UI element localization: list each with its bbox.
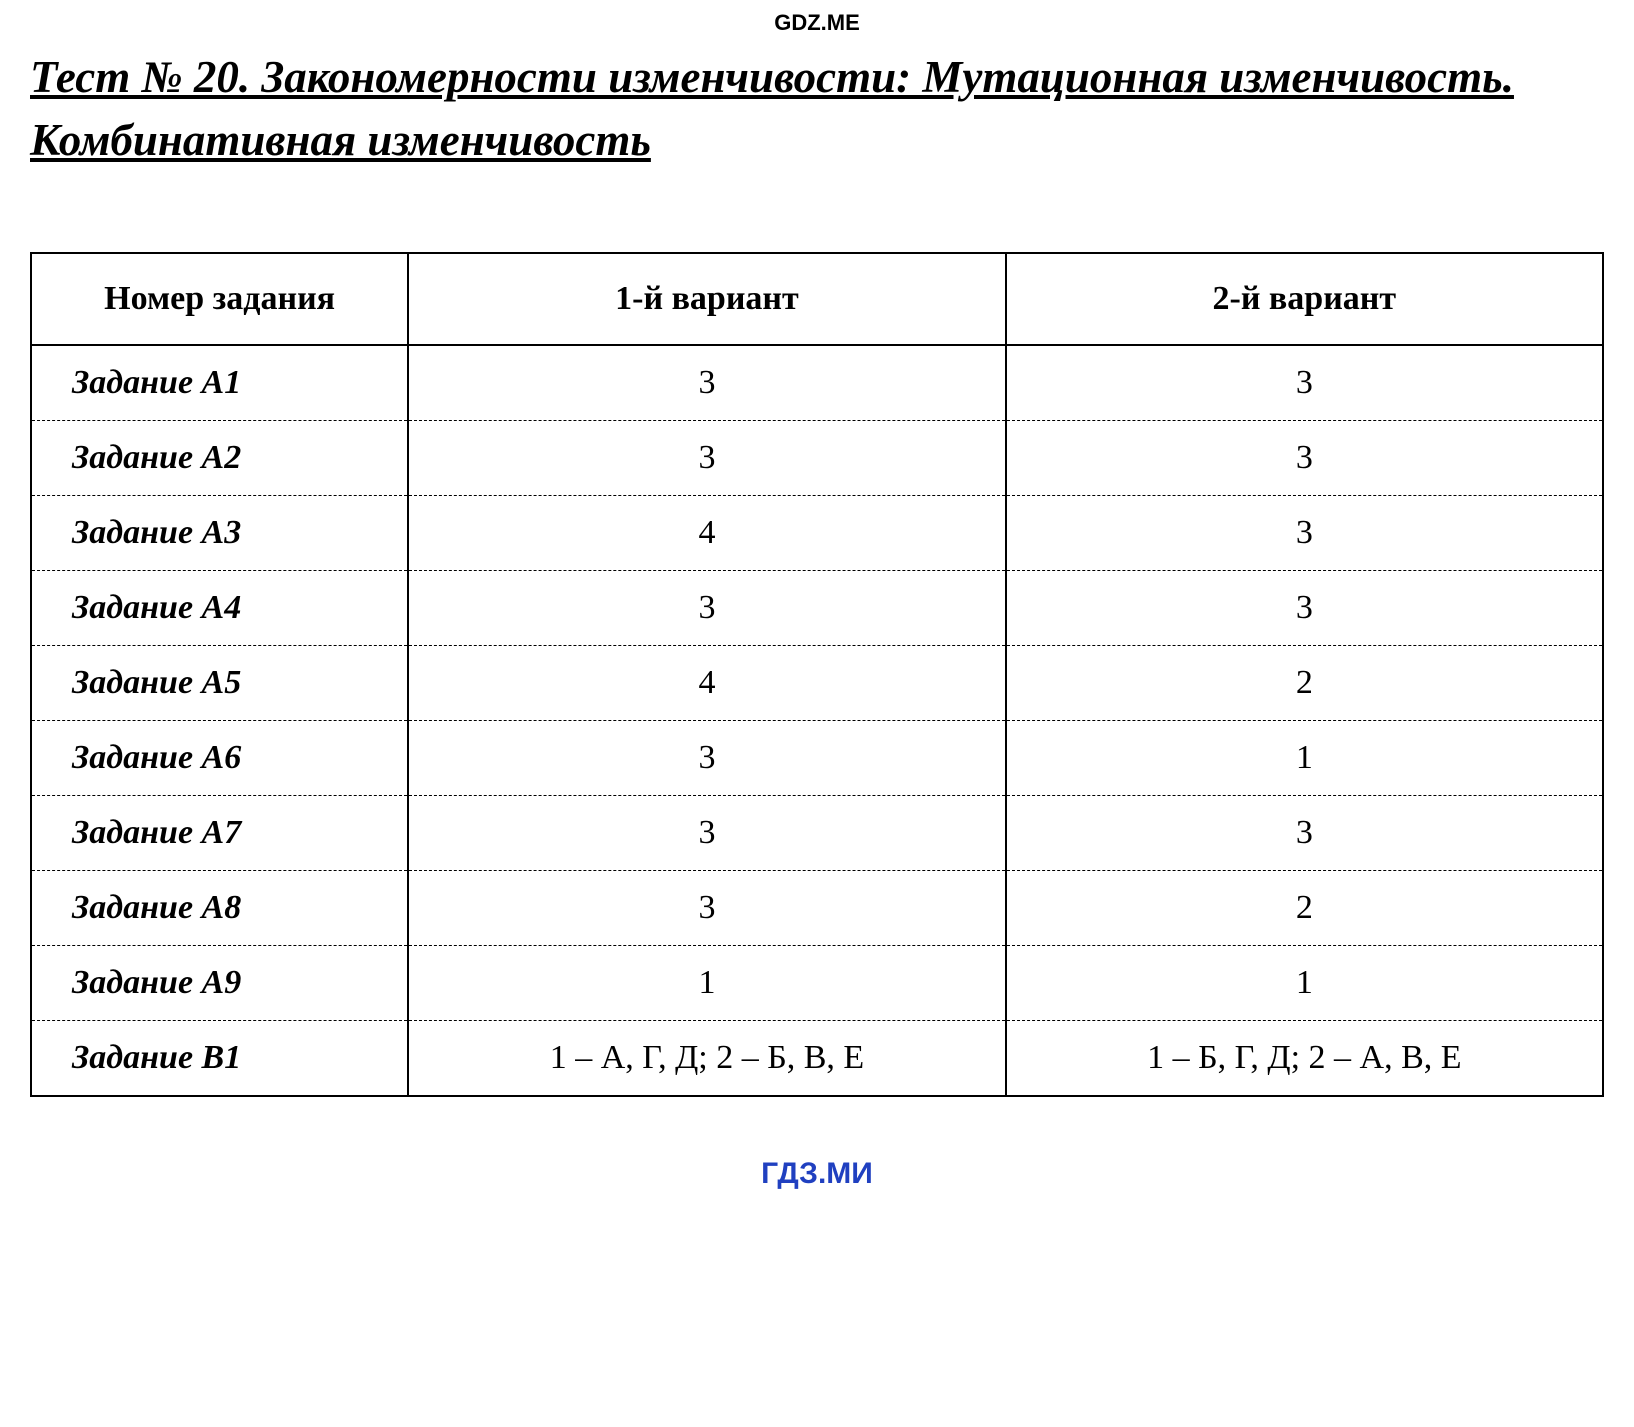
col-header-task: Номер задания xyxy=(31,253,408,345)
answer-v2-cell: 1 xyxy=(1006,721,1603,796)
answer-v2-cell: 3 xyxy=(1006,571,1603,646)
task-name-cell: Задание А5 xyxy=(31,646,408,721)
table-row: Задание В1 1 – А, Г, Д; 2 – Б, В, Е 1 – … xyxy=(31,1021,1603,1097)
task-name-cell: Задание А4 xyxy=(31,571,408,646)
answer-v1-cell: 3 xyxy=(408,796,1005,871)
task-name-cell: Задание А6 xyxy=(31,721,408,796)
answer-v2-cell: 1 xyxy=(1006,946,1603,1021)
answer-v2-cell: 1 – Б, Г, Д; 2 – А, В, Е xyxy=(1006,1021,1603,1097)
answer-table: Номер задания 1-й вариант 2-й вариант За… xyxy=(30,252,1604,1097)
task-name-cell: Задание В1 xyxy=(31,1021,408,1097)
answer-v1-cell: 1 – А, Г, Д; 2 – Б, В, Е xyxy=(408,1021,1005,1097)
table-row: Задание А6 3 1 xyxy=(31,721,1603,796)
table-row: Задание А2 3 3 xyxy=(31,421,1603,496)
answer-v1-cell: 4 xyxy=(408,496,1005,571)
task-name-cell: Задание А9 xyxy=(31,946,408,1021)
answer-v2-cell: 2 xyxy=(1006,646,1603,721)
table-row: Задание А5 4 2 xyxy=(31,646,1603,721)
answer-v1-cell: 3 xyxy=(408,421,1005,496)
bottom-watermark: ГДЗ.МИ xyxy=(30,1157,1604,1191)
answer-v1-cell: 3 xyxy=(408,871,1005,946)
answer-v1-cell: 1 xyxy=(408,946,1005,1021)
col-header-variant-2: 2-й вариант xyxy=(1006,253,1603,345)
answer-v1-cell: 3 xyxy=(408,345,1005,421)
table-row: Задание А8 3 2 xyxy=(31,871,1603,946)
task-name-cell: Задание А8 xyxy=(31,871,408,946)
top-watermark: GDZ.ME xyxy=(30,10,1604,36)
answer-v2-cell: 3 xyxy=(1006,345,1603,421)
col-header-variant-1: 1-й вариант xyxy=(408,253,1005,345)
answer-v1-cell: 3 xyxy=(408,571,1005,646)
table-row: Задание А3 4 3 xyxy=(31,496,1603,571)
table-row: Задание А9 1 1 xyxy=(31,946,1603,1021)
answer-v2-cell: 3 xyxy=(1006,421,1603,496)
task-name-cell: Задание А2 xyxy=(31,421,408,496)
task-name-cell: Задание А7 xyxy=(31,796,408,871)
answer-v2-cell: 3 xyxy=(1006,496,1603,571)
answer-v2-cell: 2 xyxy=(1006,871,1603,946)
document-page: GDZ.ME Тест № 20. Закономерности изменчи… xyxy=(0,0,1634,1221)
answer-v1-cell: 4 xyxy=(408,646,1005,721)
task-name-cell: Задание А3 xyxy=(31,496,408,571)
answer-v2-cell: 3 xyxy=(1006,796,1603,871)
answer-v1-cell: 3 xyxy=(408,721,1005,796)
task-name-cell: Задание А1 xyxy=(31,345,408,421)
table-row: Задание А1 3 3 xyxy=(31,345,1603,421)
page-title: Тест № 20. Закономерности изменчивости: … xyxy=(30,46,1604,172)
table-row: Задание А7 3 3 xyxy=(31,796,1603,871)
table-row: Задание А4 3 3 xyxy=(31,571,1603,646)
table-header-row: Номер задания 1-й вариант 2-й вариант xyxy=(31,253,1603,345)
